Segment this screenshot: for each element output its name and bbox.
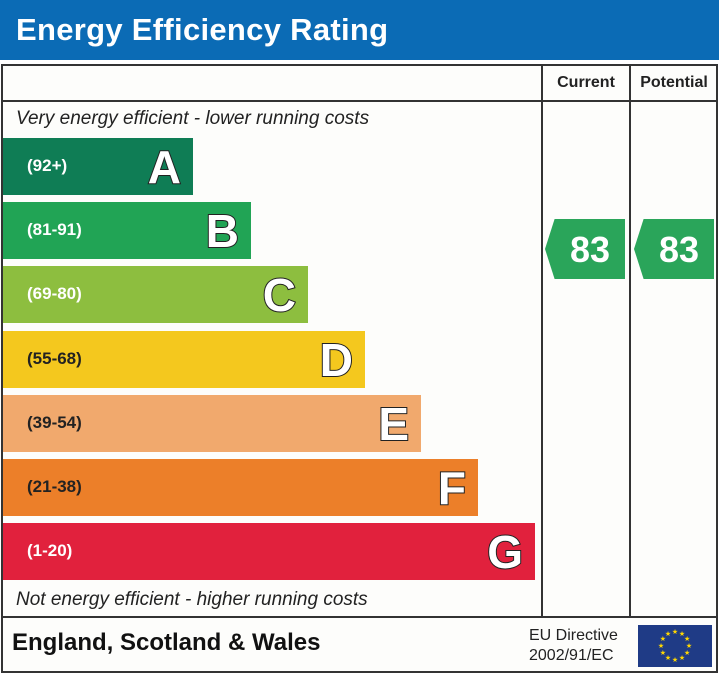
star-icon: ★ — [672, 628, 678, 636]
band-bar-c: (69-80) C — [3, 266, 308, 323]
divider — [541, 64, 543, 617]
band-letter: E — [377, 397, 410, 451]
band-letter: F — [437, 461, 467, 515]
star-icon: ★ — [679, 654, 685, 662]
star-icon: ★ — [665, 654, 671, 662]
eu-directive: EU Directive 2002/91/EC — [529, 626, 618, 666]
band-range: (69-80) — [27, 284, 82, 303]
page-title: Energy Efficiency Rating — [0, 0, 719, 60]
current-header: Current — [557, 74, 615, 91]
potential-rating-arrow: 83 — [634, 219, 714, 279]
potential-header: Potential — [640, 74, 708, 91]
band-letter: G — [486, 525, 524, 579]
star-icon: ★ — [658, 642, 664, 650]
star-icon: ★ — [684, 649, 690, 657]
directive-line2: 2002/91/EC — [529, 647, 614, 664]
bottom-note: Not energy efficient - higher running co… — [16, 589, 368, 610]
divider — [1, 616, 718, 618]
band-bar-a: (92+) A — [3, 138, 193, 195]
top-note: Very energy efficient - lower running co… — [16, 108, 370, 129]
star-icon: ★ — [686, 642, 692, 650]
band-bar-f: (21-38) F — [3, 459, 478, 516]
star-icon: ★ — [665, 630, 671, 638]
band-letter: C — [262, 268, 297, 322]
band-range: (39-54) — [27, 413, 82, 432]
directive-line1: EU Directive — [529, 627, 618, 644]
star-icon: ★ — [660, 649, 666, 657]
band-range: (92+) — [27, 156, 68, 175]
band-letter: D — [319, 333, 354, 387]
band-bar-d: (55-68) D — [3, 331, 365, 388]
current-rating-arrow: 83 — [545, 219, 625, 279]
star-icon: ★ — [679, 630, 685, 638]
divider — [629, 64, 631, 617]
region-label: England, Scotland & Wales — [12, 629, 321, 656]
star-icon: ★ — [684, 635, 690, 643]
band-range: (1-20) — [27, 541, 73, 560]
current-rating-value: 83 — [569, 229, 611, 270]
band-range: (21-38) — [27, 477, 82, 496]
eu-flag-icon: ★★★★★★★★★ ★ ★★ — [638, 625, 712, 667]
band-bar-g: (1-20) G — [3, 523, 535, 580]
band-bar-e: (39-54) E — [3, 395, 421, 452]
potential-rating-value: 83 — [658, 229, 700, 270]
divider — [1, 100, 718, 102]
star-icon: ★ — [660, 635, 666, 643]
band-range: (55-68) — [27, 349, 82, 368]
band-letter: B — [205, 204, 240, 258]
band-range: (81-91) — [27, 220, 82, 239]
band-bar-b: (81-91) B — [3, 202, 251, 259]
band-letter: A — [147, 140, 182, 194]
star-icon: ★ — [672, 656, 678, 664]
